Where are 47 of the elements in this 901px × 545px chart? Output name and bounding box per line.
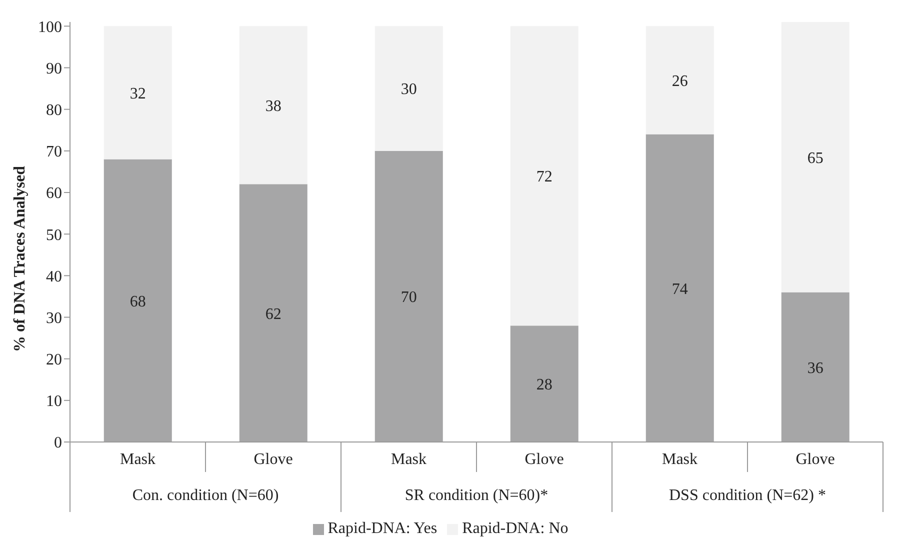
y-tick-label: 10 [46, 393, 62, 410]
data-label: 70 [400, 289, 417, 306]
bar [510, 26, 578, 326]
y-tick-label: 20 [46, 352, 62, 369]
data-label: 38 [265, 98, 282, 115]
data-label: 72 [536, 168, 552, 186]
data-label: 32 [130, 85, 146, 102]
text: DSS condition (N=62) * [668, 487, 826, 504]
bar [104, 26, 172, 160]
text: SR condition (N=60)* [404, 487, 548, 504]
bar [374, 26, 443, 151]
legend-label: Rapid-DNA: Yes [328, 520, 438, 537]
y-tick-label: 90 [46, 60, 62, 78]
data-label: 74 [672, 280, 688, 298]
y-tick-label: 60 [46, 185, 62, 202]
data-label: 65 [807, 150, 824, 167]
x-tick-label: Mask [390, 451, 427, 468]
y-tick-label: 50 [46, 226, 62, 244]
data-label: 62 [265, 306, 282, 323]
x-tick-label: Mask [662, 451, 698, 468]
bar [239, 184, 308, 442]
data-label: 68 [130, 293, 146, 310]
bar [374, 150, 443, 442]
bar [239, 26, 308, 184]
y-tick-label: 40 [46, 268, 62, 286]
x-tick-label: Glove [796, 451, 835, 468]
y-tick-label: 100 [38, 18, 62, 36]
text: Con. condition (N=60) [132, 487, 279, 504]
y-tick-label: 30 [46, 310, 62, 327]
y-tick-label: 70 [46, 144, 62, 161]
bar [510, 326, 578, 442]
x-tick-label: Mask [120, 451, 156, 468]
legend-label: Rapid-DNA: No [462, 520, 568, 537]
data-label: 36 [807, 360, 824, 377]
bar [104, 159, 172, 442]
bar [646, 26, 714, 134]
y-tick-label: 80 [46, 102, 62, 120]
y-tick-label: 0 [54, 434, 62, 452]
y-axis-title: % of DNA Traces Analysed [12, 166, 29, 352]
data-label: 28 [536, 376, 552, 394]
bar [781, 22, 850, 292]
bar [781, 292, 850, 442]
x-tick-label: Glove [254, 451, 293, 468]
data-label: 30 [400, 81, 417, 98]
bar [646, 134, 714, 442]
x-tick-label: Glove [524, 451, 564, 468]
data-label: 26 [672, 72, 688, 90]
